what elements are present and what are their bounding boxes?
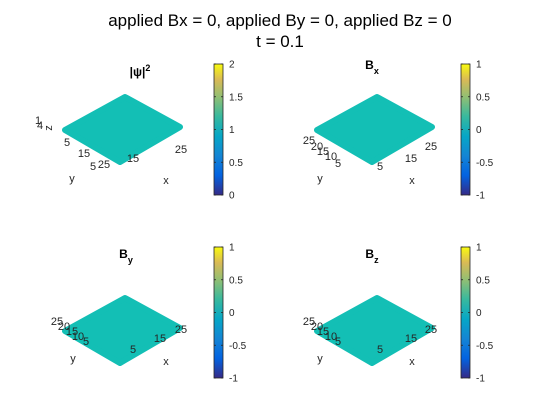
z-axis-label: z	[43, 125, 55, 131]
colorbar-tick-label: -1	[229, 374, 238, 385]
colorbar-tick-label: 2	[229, 60, 235, 71]
subplot-title-sub: z	[374, 255, 379, 265]
x-tick-label: 25	[175, 144, 187, 156]
colorbar-tick-label: 0	[229, 308, 235, 319]
y-tick-label: 20	[311, 141, 323, 153]
subplot-title-main: B	[119, 247, 128, 261]
colorbar-tick-label: 1	[476, 243, 482, 254]
x-axis-label: x	[163, 175, 169, 187]
x-tick-label: 15	[405, 333, 417, 345]
surface-plane	[314, 295, 435, 366]
colorbar-tick-label: -0.5	[229, 341, 247, 352]
figure-title-line1: applied Bx = 0, applied By = 0, applied …	[108, 11, 452, 30]
x-tick-label: 5	[130, 344, 136, 356]
y-tick-label: 10	[325, 331, 337, 343]
x-axis-label: x	[409, 356, 415, 368]
subplot-title-main: B	[365, 58, 374, 72]
y-tick-label: 25	[303, 316, 315, 328]
subplot-title-sub: y	[128, 255, 133, 265]
colorbar-tick-label: 1	[229, 243, 235, 254]
surface-plane	[314, 94, 435, 165]
y-axis-label: y	[317, 173, 323, 185]
x-tick-label: 5	[90, 161, 96, 173]
y-tick-label: 20	[58, 321, 70, 333]
surface-plane	[62, 295, 183, 366]
y-tick-label: 15	[66, 326, 78, 338]
y-tick-label: 15	[78, 148, 90, 160]
y-tick-label: 15	[317, 326, 329, 338]
x-tick-label: 15	[154, 333, 166, 345]
y-tick-label: 5	[83, 336, 89, 348]
y-axis-label: y	[317, 353, 323, 365]
colorbar-tick-label: -0.5	[476, 341, 494, 352]
subplot-title: |ψ|2	[130, 63, 151, 79]
subplot-title-sub: x	[374, 66, 379, 76]
colorbar-tick-label: 0	[476, 308, 482, 319]
y-tick-label: 25	[51, 316, 63, 328]
surface-plane	[62, 94, 183, 165]
figure-title-line2: t = 0.1	[256, 32, 304, 51]
colorbar-tick-label: 1.5	[229, 92, 243, 103]
z-tick-label: 4	[37, 120, 43, 132]
x-axis-label: x	[163, 356, 169, 368]
colorbar-tick-label: 0.5	[476, 92, 490, 103]
x-tick-label: 25	[425, 324, 437, 336]
colorbar-tick-label: 0.5	[476, 275, 490, 286]
colorbar-tick-label: 1	[476, 60, 482, 71]
colorbar-tick-label: -1	[476, 191, 485, 202]
y-tick-label: 10	[325, 151, 337, 163]
y-tick-label: 5	[335, 336, 341, 348]
colorbar-tick-label: -1	[476, 374, 485, 385]
subplot-title: Bz	[365, 247, 379, 265]
subplot-title-sup: 2	[145, 63, 150, 73]
subplot-title-main: B	[365, 247, 374, 261]
subplot-title: By	[119, 247, 133, 265]
y-axis-label: y	[69, 173, 75, 185]
x-tick-label: 5	[377, 344, 383, 356]
colorbar-tick-label: 0	[476, 125, 482, 136]
x-tick-label: 15	[405, 153, 417, 165]
y-tick-label: 20	[311, 321, 323, 333]
subplot-title: Bx	[365, 58, 379, 76]
x-tick-label: 5	[377, 161, 383, 173]
y-tick-label: 25	[303, 135, 315, 147]
y-axis-label: y	[70, 353, 76, 365]
colorbar-tick-label: 0	[229, 191, 235, 202]
y-tick-label: 10	[72, 331, 84, 343]
colorbar-tick-label: 1	[229, 125, 235, 136]
y-tick-label: 15	[317, 146, 329, 158]
z-tick-label: 1	[35, 115, 41, 127]
colorbar-tick-label: 0.5	[229, 158, 243, 169]
y-tick-label: 5	[335, 158, 341, 170]
x-tick-label: 25	[425, 141, 437, 153]
x-axis-label: x	[409, 175, 415, 187]
subplot-title-main: |ψ|	[130, 65, 146, 79]
x-tick-label: 25	[175, 324, 187, 336]
colorbar-tick-label: 0.5	[229, 275, 243, 286]
y-tick-label: 5	[64, 137, 70, 149]
x-tick-label: 15	[127, 153, 139, 165]
y-tick-label: 25	[98, 159, 110, 171]
colorbar-tick-label: -0.5	[476, 158, 494, 169]
